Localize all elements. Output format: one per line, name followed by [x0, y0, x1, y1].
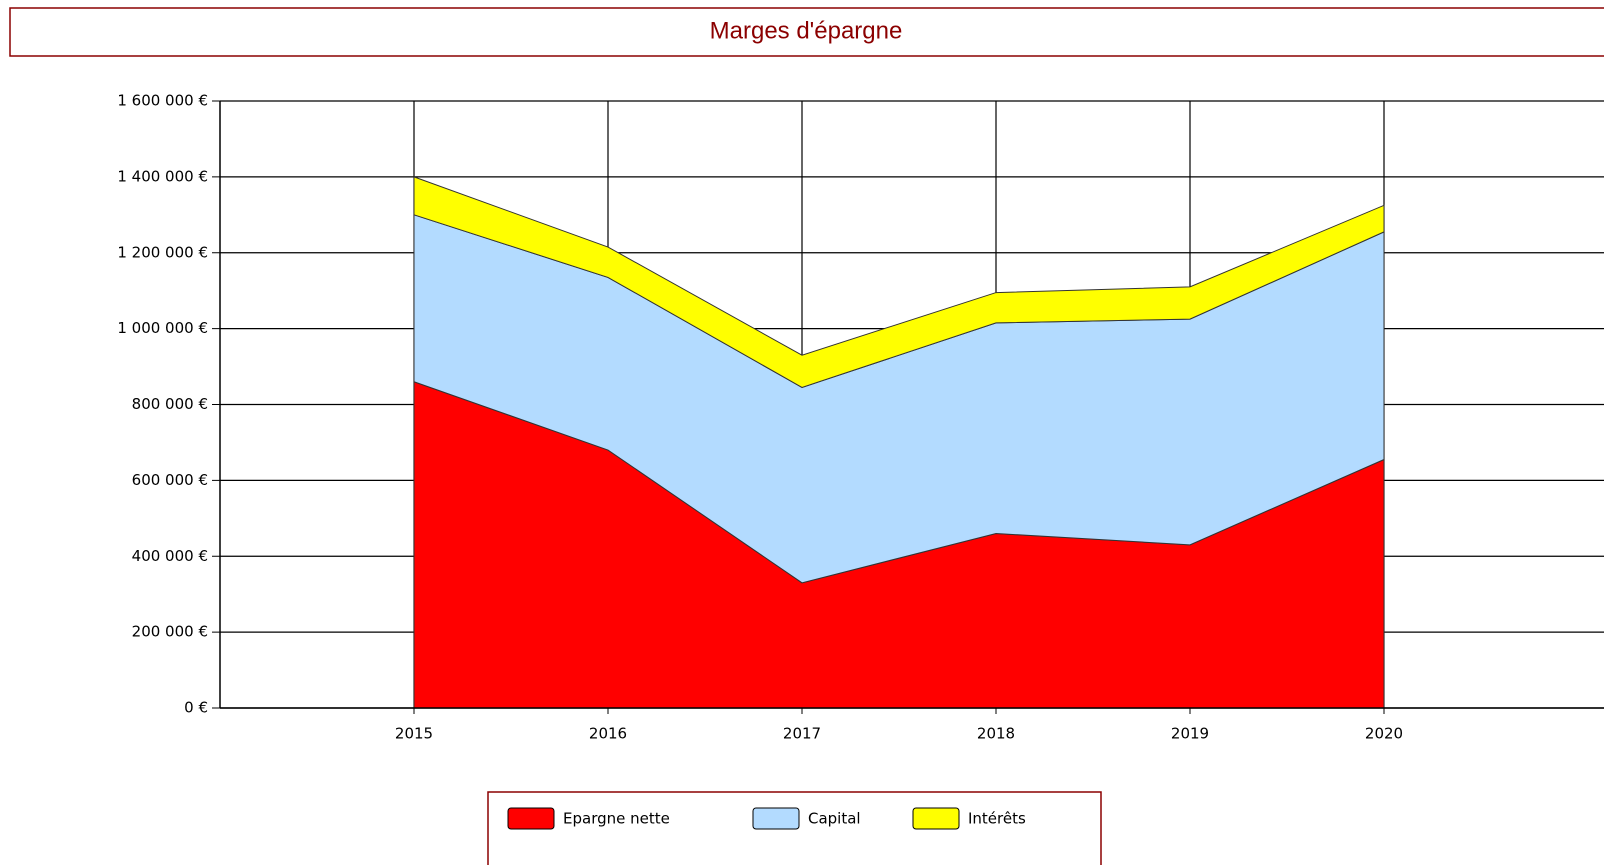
- area: [413, 176, 1385, 388]
- x-tick-label: 2016: [589, 725, 627, 743]
- chart-title: Marges d'épargne: [710, 17, 903, 44]
- legend-swatch: [912, 807, 960, 830]
- legend-label: Capital: [808, 810, 861, 828]
- title-box: [9, 7, 1604, 57]
- x-tick-label: 2020: [1365, 725, 1403, 743]
- y-tick-label: 1 200 000 €: [117, 243, 208, 261]
- y-tick-label: 1 000 000 €: [117, 319, 208, 337]
- x-tick-label: 2015: [395, 725, 433, 743]
- legend-label: Intérêts: [968, 810, 1026, 828]
- y-tick-label: 200 000 €: [132, 623, 208, 641]
- legend-swatch: [507, 807, 555, 830]
- y-tick-label: 1 400 000 €: [117, 167, 208, 185]
- y-tick-label: 1 600 000 €: [117, 92, 208, 110]
- legend-label: Epargne nette: [563, 810, 670, 828]
- y-tick-label: 800 000 €: [132, 395, 208, 413]
- legend-swatch: [752, 807, 800, 830]
- x-tick-label: 2018: [977, 725, 1015, 743]
- y-tick-label: 0 €: [184, 699, 208, 717]
- y-tick-label: 400 000 €: [132, 547, 208, 565]
- x-tick-label: 2019: [1171, 725, 1209, 743]
- y-tick-label: 600 000 €: [132, 471, 208, 489]
- x-tick-label: 2017: [783, 725, 821, 743]
